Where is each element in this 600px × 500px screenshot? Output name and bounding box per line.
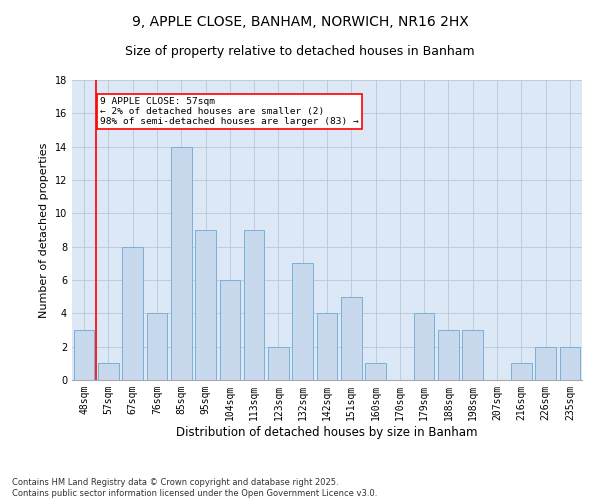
Y-axis label: Number of detached properties: Number of detached properties [39, 142, 49, 318]
Text: Contains HM Land Registry data © Crown copyright and database right 2025.
Contai: Contains HM Land Registry data © Crown c… [12, 478, 377, 498]
Bar [195, 230, 216, 380]
Bar [244, 230, 265, 380]
Text: 9 APPLE CLOSE: 57sqm
← 2% of detached houses are smaller (2)
98% of semi-detache: 9 APPLE CLOSE: 57sqm ← 2% of detached ho… [100, 96, 359, 126]
Bar [365, 364, 386, 380]
Bar [74, 330, 94, 380]
Bar [220, 280, 240, 380]
Bar [414, 314, 434, 380]
Bar [463, 330, 483, 380]
Bar [511, 364, 532, 380]
Bar [292, 264, 313, 380]
Bar [438, 330, 459, 380]
Bar [535, 346, 556, 380]
Text: 9, APPLE CLOSE, BANHAM, NORWICH, NR16 2HX: 9, APPLE CLOSE, BANHAM, NORWICH, NR16 2H… [131, 15, 469, 29]
Bar [268, 346, 289, 380]
Bar [122, 246, 143, 380]
Bar [171, 146, 191, 380]
Bar [146, 314, 167, 380]
Bar [317, 314, 337, 380]
Bar [341, 296, 362, 380]
X-axis label: Distribution of detached houses by size in Banham: Distribution of detached houses by size … [176, 426, 478, 438]
Bar [98, 364, 119, 380]
Bar [560, 346, 580, 380]
Text: Size of property relative to detached houses in Banham: Size of property relative to detached ho… [125, 45, 475, 58]
